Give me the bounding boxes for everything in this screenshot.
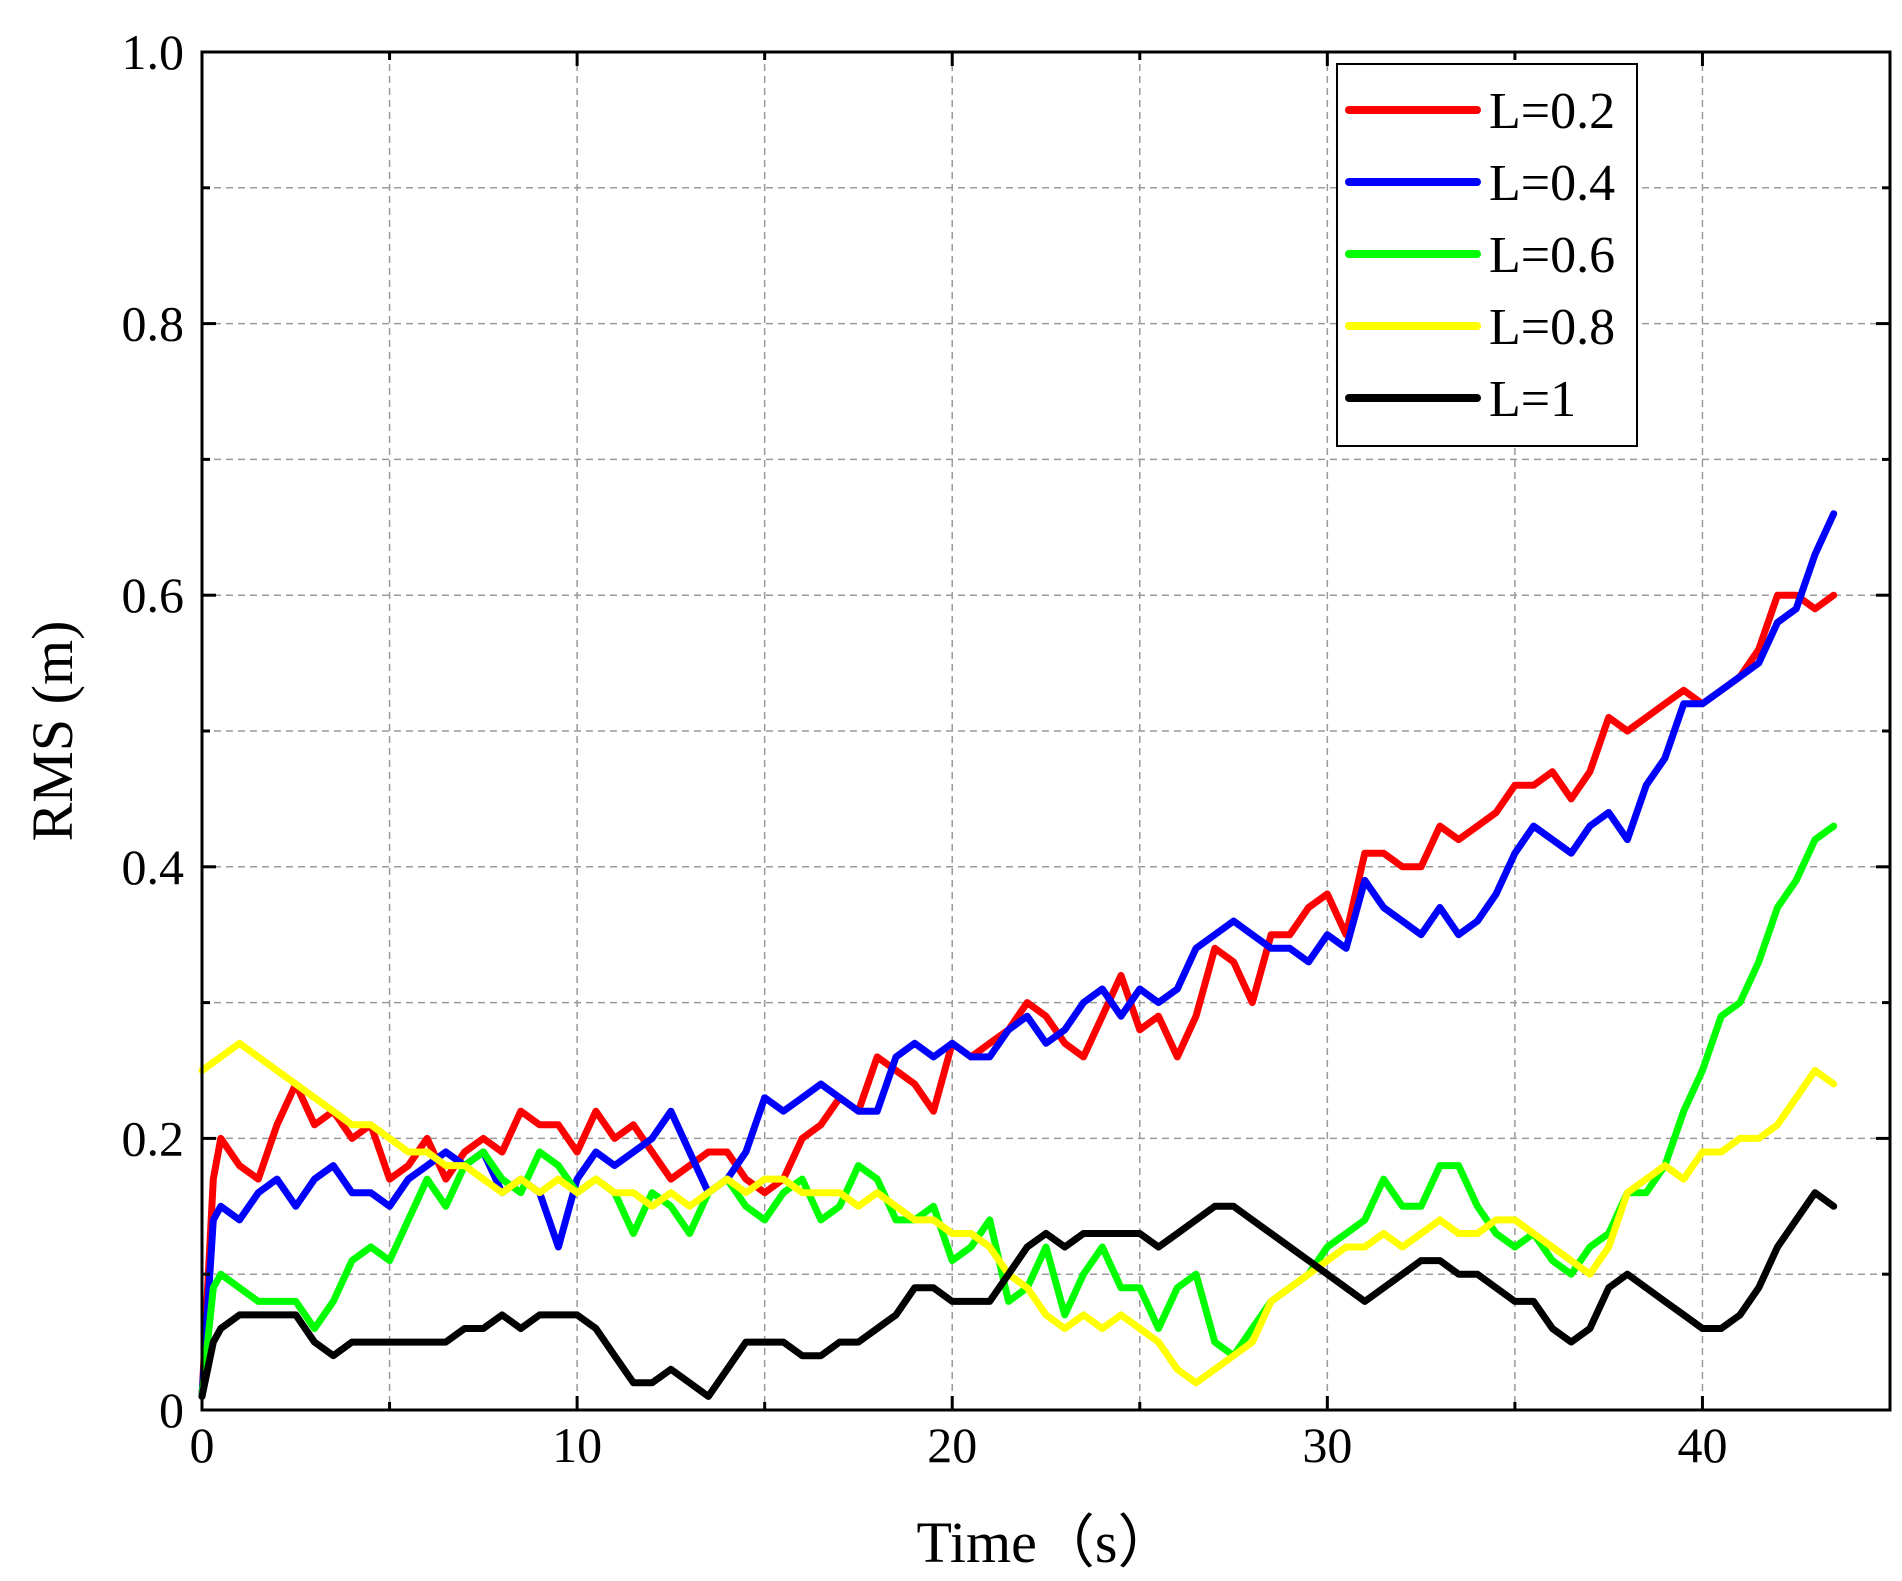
x-tick-label: 40 [1677, 1417, 1727, 1473]
series-layer [198, 510, 1838, 1400]
x-tick-label: 30 [1302, 1417, 1352, 1473]
x-tick-label: 20 [927, 1417, 977, 1473]
y-tick-label: 0.6 [122, 567, 185, 623]
series-line-L-0-6 [198, 822, 1838, 1400]
grid-layer [202, 52, 1890, 1410]
legend-label: L=0.6 [1489, 227, 1615, 284]
y-tick-label: 0.8 [122, 296, 185, 352]
x-tick-label: 10 [552, 1417, 602, 1473]
x-tick-label: 0 [190, 1417, 215, 1473]
legend-label: L=0.8 [1489, 299, 1615, 356]
y-axis-title: RMS (m) [20, 621, 85, 842]
y-tick-label: 0.4 [122, 839, 185, 895]
y-tick-label: 0.2 [122, 1110, 185, 1166]
x-axis-title: Time（s） [917, 1510, 1176, 1575]
legend: L=0.2 L=0.4 L=0.6 L=0.8 L=1 [1336, 63, 1638, 447]
legend-label: L=1 [1489, 371, 1576, 428]
y-tick-label: 1.0 [122, 24, 185, 80]
legend-label: L=0.2 [1489, 83, 1615, 140]
legend-label: L=0.4 [1489, 155, 1615, 212]
series-line-L-0-4 [198, 510, 1838, 1400]
tick-label-layer: 0 10 20 30 40 0 0.2 0.4 0.6 0.8 1.0 [122, 24, 1728, 1473]
tick-layer [200, 50, 1892, 1412]
series-line-L-1 [198, 1189, 1838, 1400]
series-line-L-0-8 [198, 1039, 1838, 1387]
y-tick-label: 0 [159, 1382, 184, 1438]
